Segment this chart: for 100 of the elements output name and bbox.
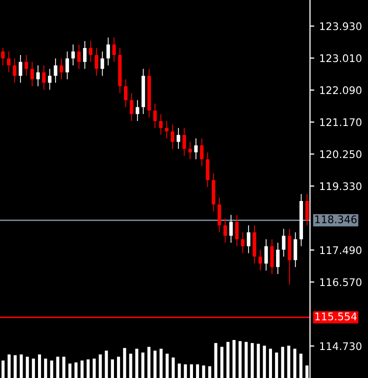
candlestick	[240, 232, 244, 254]
candlestick	[36, 64, 40, 87]
y-tick-label: 117.490	[320, 246, 362, 254]
candlestick	[276, 242, 280, 274]
bar	[117, 356, 120, 378]
candlestick	[164, 120, 168, 139]
candlestick	[282, 228, 286, 258]
candlestick	[136, 100, 140, 122]
candlestick	[223, 218, 227, 244]
candlestick	[182, 128, 186, 156]
candlestick	[188, 141, 192, 160]
bar	[250, 343, 254, 378]
bar	[281, 346, 284, 378]
candlestick	[83, 40, 87, 70]
candlestick	[12, 58, 16, 84]
candlestick	[246, 224, 250, 254]
bar	[268, 348, 272, 378]
bar	[226, 342, 230, 378]
candlestick	[264, 238, 268, 271]
bar	[262, 346, 266, 378]
bar	[50, 360, 54, 378]
y-tick-label: 123.010	[320, 54, 362, 62]
bar	[244, 342, 248, 378]
bar	[86, 359, 90, 378]
bar	[160, 348, 163, 378]
bar	[196, 364, 200, 378]
bar	[299, 354, 302, 378]
y-tick-label: 121.170	[320, 118, 362, 126]
candlestick	[229, 214, 233, 244]
bar	[202, 365, 206, 378]
bar	[123, 348, 126, 378]
bar	[238, 341, 242, 378]
bar	[275, 352, 278, 378]
bar	[56, 356, 60, 378]
ref-line-label: 115.554	[315, 312, 357, 320]
candlestick	[305, 194, 309, 226]
bar	[232, 340, 236, 378]
bar	[256, 344, 260, 378]
candlestick	[42, 64, 46, 90]
candlestick	[88, 40, 92, 62]
y-tick-label: 114.730	[320, 342, 362, 350]
ref-line-label: 118.346	[315, 215, 357, 224]
bar	[104, 350, 108, 378]
bar	[68, 364, 72, 378]
candlestick	[71, 44, 75, 66]
bar	[287, 346, 290, 378]
bar	[14, 355, 17, 378]
candlestick	[112, 37, 116, 62]
bar	[8, 354, 11, 378]
candlestick	[77, 44, 81, 70]
candlestick	[24, 54, 28, 76]
candlestick	[218, 197, 222, 233]
bar	[74, 362, 78, 378]
y-tick-label: 119.330	[320, 182, 362, 190]
bar	[98, 354, 102, 378]
bar	[135, 348, 138, 378]
y-tick-label: 120.250	[320, 150, 362, 158]
bar	[26, 356, 29, 378]
candlestick	[30, 61, 34, 87]
bar	[214, 343, 218, 378]
bar	[190, 364, 193, 378]
bar	[92, 358, 96, 378]
candlestick	[194, 138, 198, 160]
candlestick	[153, 103, 157, 128]
bar	[184, 364, 187, 378]
candlestick	[176, 128, 180, 150]
candlestick	[270, 238, 274, 274]
candlestick	[60, 58, 64, 80]
candlestick	[18, 54, 22, 84]
bar	[147, 346, 150, 378]
candlestick	[235, 214, 239, 247]
y-tick-label: 122.090	[320, 86, 362, 94]
bar	[32, 358, 35, 378]
candlestick	[170, 124, 174, 150]
bar	[178, 364, 181, 378]
bar	[80, 360, 84, 378]
bar	[153, 350, 157, 378]
bar	[220, 346, 224, 378]
bar	[20, 354, 23, 378]
bar	[208, 366, 212, 378]
bar	[38, 354, 42, 378]
candlestick	[54, 58, 58, 84]
bar	[2, 360, 5, 378]
candlestick	[124, 78, 128, 108]
candlestick	[106, 37, 110, 66]
bar	[166, 354, 169, 378]
candlestick	[66, 51, 70, 80]
candlestick	[94, 48, 98, 76]
candlestick	[294, 232, 298, 268]
candlestick	[1, 48, 5, 66]
y-tick-label: 116.570	[320, 278, 362, 286]
bar	[293, 348, 296, 378]
candlestick	[200, 138, 204, 167]
candlestick	[258, 249, 262, 271]
bar	[110, 359, 114, 378]
bar	[172, 357, 175, 378]
bar	[129, 354, 132, 378]
bar	[44, 358, 48, 378]
candlestick	[100, 51, 104, 76]
candlestick	[48, 68, 52, 90]
